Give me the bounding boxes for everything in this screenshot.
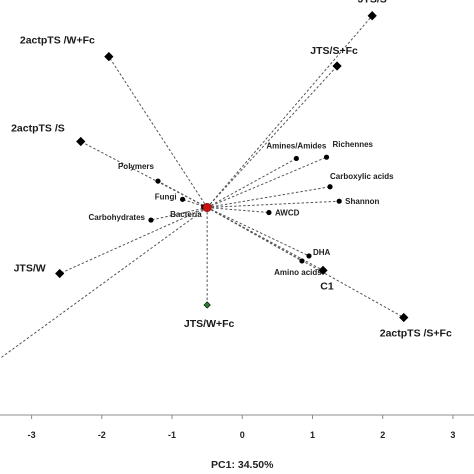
variable-point <box>266 209 272 216</box>
variable-vector <box>150 207 208 221</box>
treatment-label: C1 <box>320 280 334 292</box>
treatment-label: JTS/W+Fc <box>184 318 235 330</box>
treatment-point <box>104 51 114 62</box>
treatment-label: JTS/S+Fc <box>310 45 358 57</box>
loading-vectors <box>0 15 405 359</box>
variable-points: Amines/Amides Richennes Polymers Carboxylic… <box>89 140 395 277</box>
treatment-points: JTS/S 2actpTS /W+Fc JTS/S+Fc 2actpTS /S JTS/… <box>11 0 452 340</box>
variable-label: Carbohydrates <box>89 213 146 222</box>
x-tick-label: -2 <box>98 430 106 440</box>
variable-vector <box>207 186 331 208</box>
variable-point <box>179 196 186 202</box>
x-tick-label: 3 <box>450 430 455 440</box>
treatment-point <box>332 61 342 71</box>
treatment-point <box>203 301 211 309</box>
variable-point <box>336 198 342 204</box>
variable-point <box>148 217 154 223</box>
treatment-point <box>367 11 377 21</box>
variable-label: DHA <box>313 248 331 257</box>
variable-vector <box>207 200 340 208</box>
variable-vector <box>157 180 208 208</box>
variable-point <box>323 154 330 160</box>
variable-label: Amines/Amides <box>266 141 327 150</box>
origin-point <box>202 203 212 213</box>
x-tick-label: 1 <box>310 430 315 440</box>
x-tick-label: 0 <box>240 430 245 440</box>
variable-vector <box>206 207 310 257</box>
treatment-label: JTS/W <box>14 263 46 275</box>
variable-vector <box>206 207 303 262</box>
treatment-point <box>399 312 409 323</box>
x-tick-label: 2 <box>380 430 385 440</box>
treatment-label: 2actpTS /S+Fc <box>380 328 452 340</box>
variable-point <box>155 178 161 184</box>
treatment-point <box>318 265 328 276</box>
variable-vector <box>207 207 269 214</box>
variable-point <box>293 155 299 162</box>
variable-point <box>327 184 333 190</box>
variable-point <box>299 258 305 264</box>
treatment-vector <box>108 56 208 208</box>
variable-point <box>306 253 312 259</box>
variable-label: Amino acids <box>274 268 322 277</box>
x-axis: -3 -2 -1 0 1 2 3 <box>0 414 474 440</box>
treatment-vector <box>80 141 208 208</box>
x-tick-label: -1 <box>168 430 176 440</box>
variable-label: Richennes <box>333 140 374 149</box>
variable-label: Fungi <box>155 192 177 201</box>
variable-label: Carboxylic acids <box>330 172 394 181</box>
origin-marker <box>202 203 212 213</box>
variable-vector <box>206 158 297 208</box>
variable-label: Bacteria <box>170 210 202 219</box>
variable-label: AWCD <box>275 209 300 218</box>
treatment-point <box>55 268 65 279</box>
variable-label: Polymers <box>118 162 155 171</box>
extra-vector <box>0 207 208 359</box>
x-tick-label: -3 <box>28 430 36 440</box>
x-axis-title: PC1: 34.50% <box>211 459 274 471</box>
variable-label: Shannon <box>345 197 379 206</box>
variable-vector <box>206 156 327 208</box>
treatment-label: 2actpTS /S <box>11 122 65 134</box>
treatment-vector <box>206 15 373 208</box>
treatment-vector <box>206 65 338 208</box>
treatment-point <box>76 136 86 147</box>
treatment-label: 2actpTS /W+Fc <box>20 35 95 47</box>
treatment-label: JTS/S <box>358 0 387 6</box>
